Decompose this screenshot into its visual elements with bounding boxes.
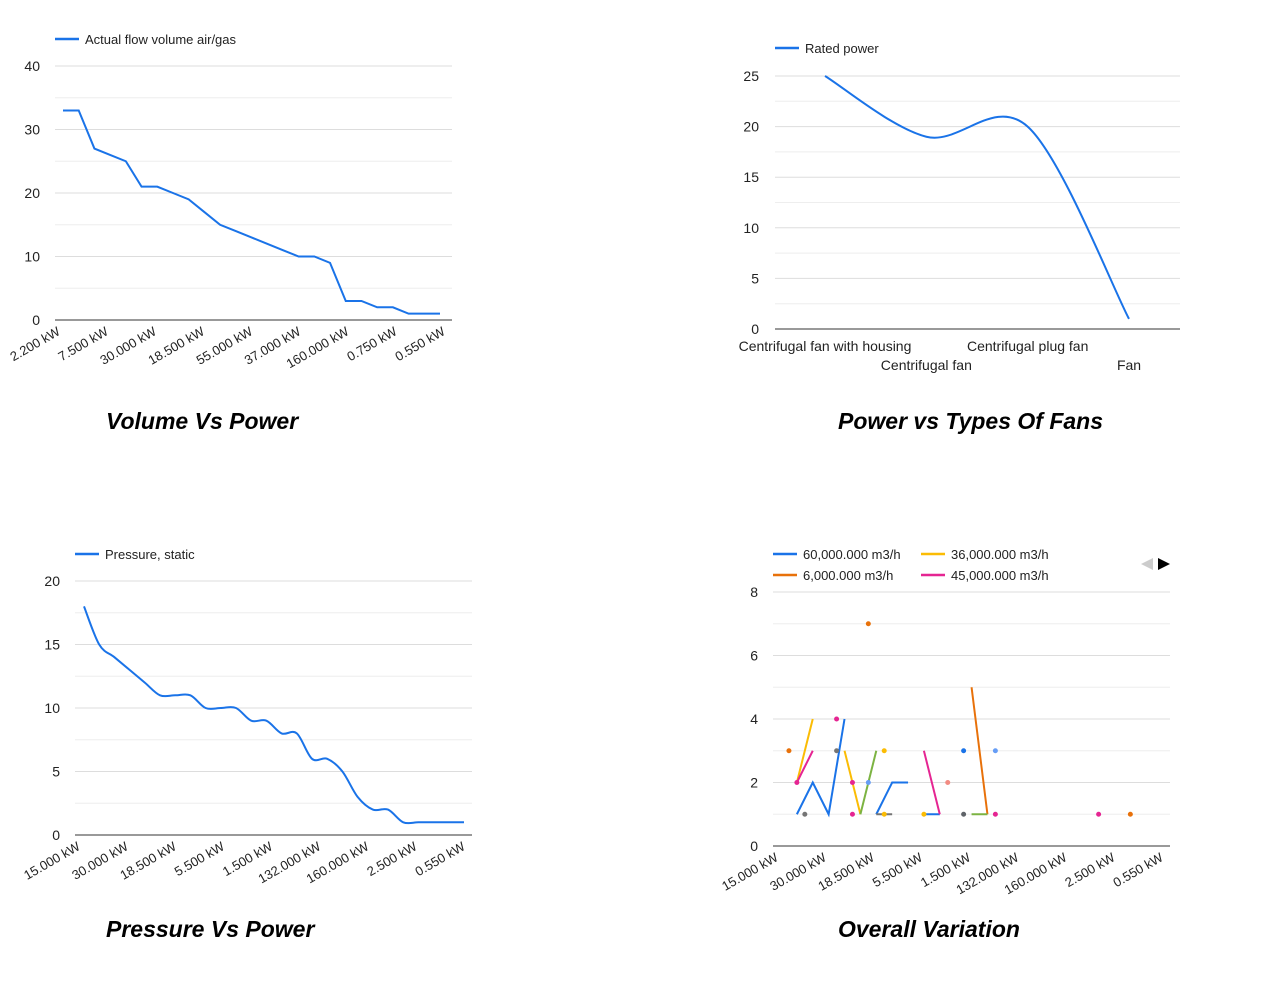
data-point <box>1127 811 1133 817</box>
data-point <box>961 748 967 754</box>
data-point <box>961 811 967 817</box>
x-category-label: Centrifugal fan with housing <box>739 338 912 354</box>
series-line <box>83 606 464 825</box>
x-category-label: Centrifugal fan <box>881 357 972 373</box>
y-tick-label: 5 <box>52 764 60 780</box>
data-point <box>881 811 887 817</box>
y-tick-label: 30 <box>24 122 40 138</box>
data-point <box>802 811 808 817</box>
y-tick-label: 0 <box>32 312 40 328</box>
data-point <box>849 780 855 785</box>
x-tick-label: 5.500 kW <box>870 849 926 890</box>
legend-label: Actual flow volume air/gas <box>85 32 237 47</box>
chart-title-power-vs-fan-types: Power vs Types Of Fans <box>838 408 1104 434</box>
legend-label: 45,000.000 m3/h <box>951 568 1049 583</box>
y-tick-label: 8 <box>750 584 758 600</box>
y-tick-label: 10 <box>24 249 40 265</box>
y-tick-label: 40 <box>24 58 40 74</box>
y-tick-label: 6 <box>750 648 758 664</box>
x-tick-label: 5.500 kW <box>172 838 228 879</box>
series-line <box>795 750 814 783</box>
chart-title-overall-variation: Overall Variation <box>838 916 1020 942</box>
data-point <box>992 811 998 817</box>
y-tick-label: 0 <box>750 838 758 854</box>
series-line <box>970 687 989 815</box>
data-point <box>834 716 840 722</box>
series-line <box>795 718 846 818</box>
x-tick-label: 2.500 kW <box>364 838 420 879</box>
legend-prev-icon[interactable] <box>1141 558 1153 570</box>
legend-pager <box>1141 558 1170 570</box>
y-tick-label: 15 <box>743 169 759 185</box>
legend-label: 6,000.000 m3/h <box>803 568 893 583</box>
data-point <box>786 748 792 754</box>
y-tick-label: 10 <box>743 220 759 236</box>
y-tick-label: 15 <box>44 637 60 653</box>
series-line <box>795 718 814 783</box>
series-line <box>824 75 1130 320</box>
chart-title-volume-vs-power: Volume Vs Power <box>106 408 299 434</box>
y-tick-label: 2 <box>750 775 758 791</box>
y-tick-label: 25 <box>743 68 759 84</box>
data-point <box>865 621 871 627</box>
y-tick-label: 5 <box>751 270 759 286</box>
x-category-label: Fan <box>1117 357 1141 373</box>
legend-next-icon[interactable] <box>1158 558 1170 570</box>
legend-label: Pressure, static <box>105 547 195 562</box>
data-point <box>945 780 951 785</box>
x-tick-label: 2.200 kW <box>7 323 63 364</box>
x-tick-label: 0.550 kW <box>1110 849 1166 890</box>
y-tick-label: 4 <box>750 711 758 727</box>
legend-label: 60,000.000 m3/h <box>803 547 901 562</box>
y-tick-label: 0 <box>751 321 759 337</box>
data-point <box>921 811 927 817</box>
data-point <box>992 748 998 754</box>
y-tick-label: 0 <box>52 827 60 843</box>
data-point <box>849 811 855 817</box>
series-line <box>922 750 941 815</box>
x-tick-label: 0.550 kW <box>392 323 448 364</box>
chart-title-pressure-vs-power: Pressure Vs Power <box>106 916 315 942</box>
x-category-label: Centrifugal plug fan <box>967 338 1088 354</box>
x-tick-label: 2.500 kW <box>1062 849 1118 890</box>
x-tick-label: 0.750 kW <box>344 323 400 364</box>
y-tick-label: 20 <box>743 119 759 135</box>
data-point <box>794 780 800 785</box>
y-tick-label: 20 <box>24 185 40 201</box>
power-vs-fan-types-chart: 0 5 10 15 20 25 Centrifugal fan with housing Ce… <box>739 41 1180 373</box>
x-tick-label: 0.550 kW <box>412 838 468 879</box>
data-point <box>865 780 871 785</box>
data-point <box>881 748 887 754</box>
y-tick-label: 10 <box>44 700 60 716</box>
y-tick-label: 20 <box>44 573 60 589</box>
series-line <box>875 781 909 815</box>
legend-label: Rated power <box>805 41 879 56</box>
series-line <box>63 109 440 315</box>
legend-label: 36,000.000 m3/h <box>951 547 1049 562</box>
data-point <box>834 748 840 754</box>
data-point <box>1096 811 1102 817</box>
